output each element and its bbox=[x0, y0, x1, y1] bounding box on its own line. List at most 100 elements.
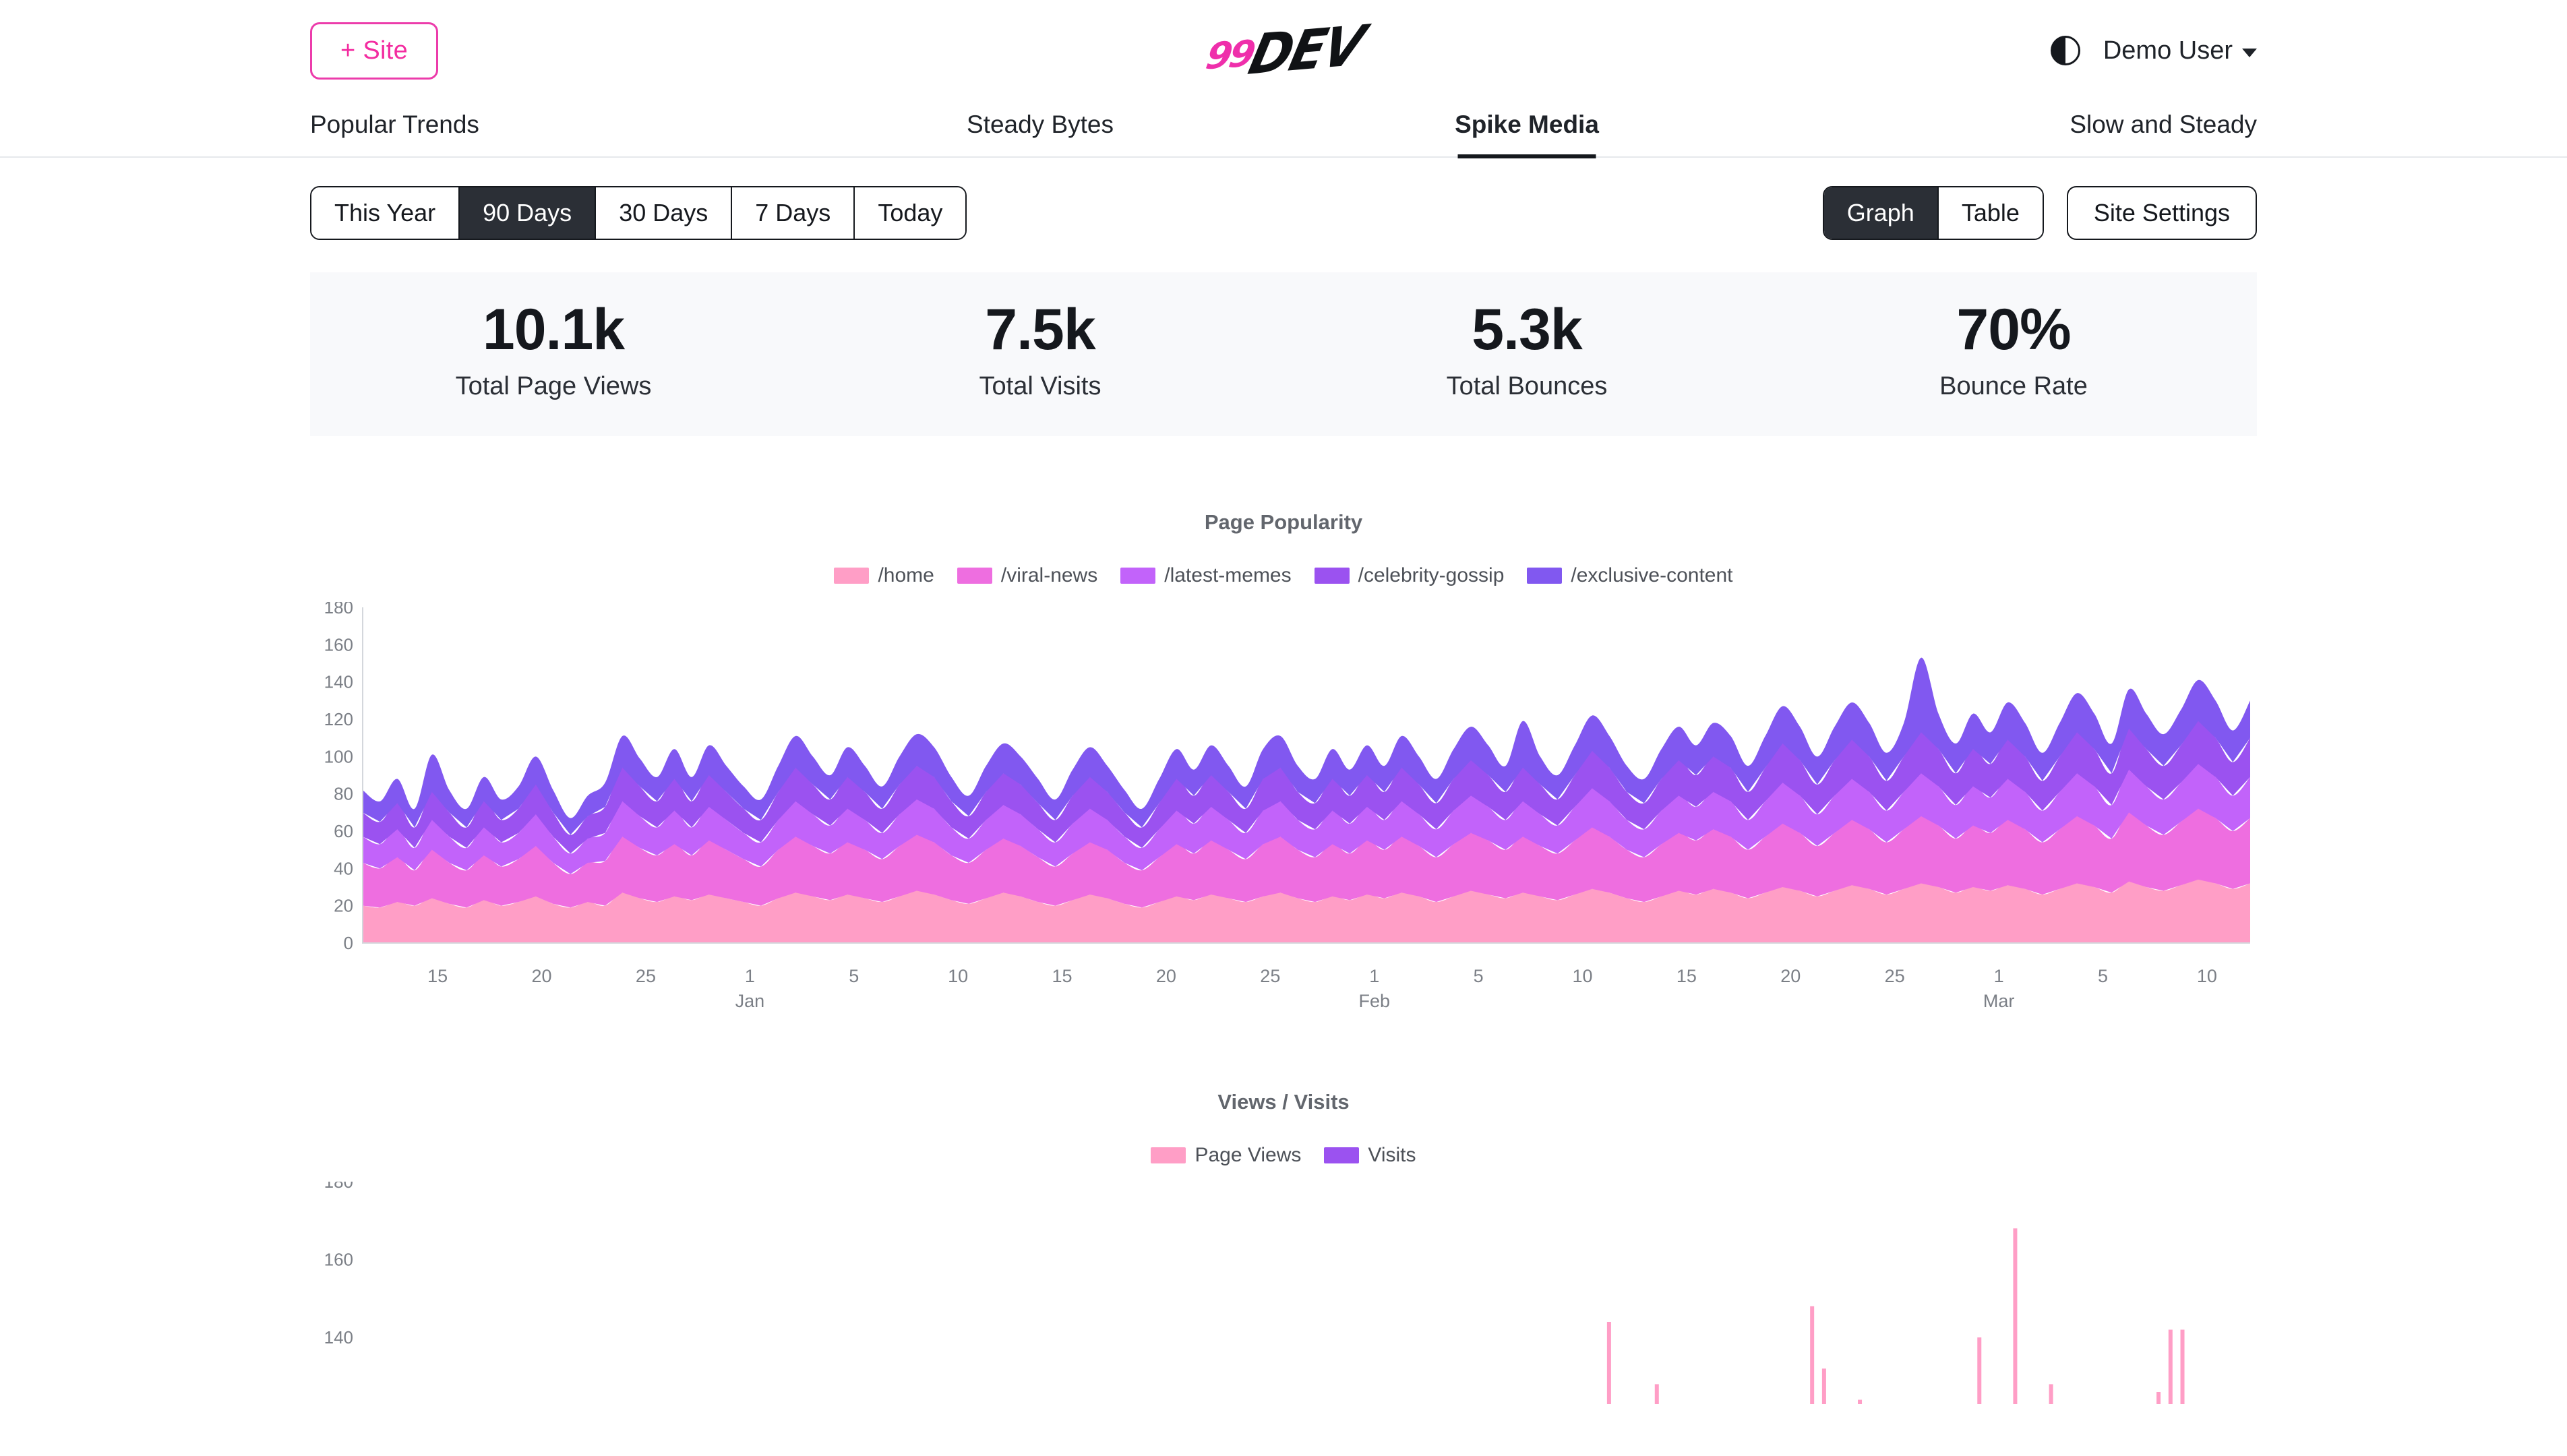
page-popularity-legend: /home/viral-news/latest-memes/celebrity-… bbox=[310, 564, 2257, 587]
tab-spike-media[interactable]: Spike Media bbox=[1284, 101, 1770, 156]
stat-total-page-views: 10.1k Total Page Views bbox=[310, 299, 797, 401]
legend-label: /exclusive-content bbox=[1571, 564, 1733, 587]
range-this-year[interactable]: This Year bbox=[311, 187, 460, 239]
page-title: Page Popularity bbox=[1204, 510, 1363, 535]
legend-item[interactable]: /viral-news bbox=[957, 564, 1097, 587]
bar-page-views bbox=[2168, 1329, 2173, 1405]
legend-label: Visits bbox=[1368, 1144, 1416, 1167]
app-logo[interactable]: 99 DEV bbox=[1203, 13, 1369, 88]
bar-page-views bbox=[1810, 1306, 1815, 1405]
controls-row: This Year 90 Days 30 Days 7 Days Today G… bbox=[0, 158, 2567, 240]
legend-color-swatch bbox=[1324, 1147, 1360, 1164]
axis-line bbox=[362, 607, 2250, 944]
controls-right: Graph Table Site Settings bbox=[1822, 186, 2257, 240]
half-circle-contrast-icon[interactable] bbox=[2050, 36, 2080, 65]
legend-item[interactable]: /home bbox=[834, 564, 934, 587]
site-tabs: Popular Trends Steady Bytes Spike Media … bbox=[0, 101, 2567, 158]
stat-label: Total Bounces bbox=[1446, 372, 1608, 401]
y-axis-tick-label: 20 bbox=[334, 896, 353, 916]
legend-item[interactable]: /celebrity-gossip bbox=[1314, 564, 1505, 587]
legend-label: /viral-news bbox=[1000, 564, 1098, 587]
legend-label: /celebrity-gossip bbox=[1358, 564, 1505, 587]
legend-label: /home bbox=[878, 564, 934, 587]
x-axis-tick-label: 1 Feb bbox=[1358, 966, 1390, 1012]
stat-value: 7.5k bbox=[985, 297, 1095, 362]
legend-color-swatch bbox=[1151, 1147, 1186, 1164]
y-axis-tick-label: 140 bbox=[324, 1327, 353, 1347]
site-settings-button[interactable]: Site Settings bbox=[2066, 186, 2257, 240]
date-range-selector: This Year 90 Days 30 Days 7 Days Today bbox=[310, 186, 967, 240]
x-axis-tick-label: 20 bbox=[1780, 966, 1801, 987]
legend-color-swatch bbox=[957, 568, 992, 584]
view-mode-selector: Graph Table bbox=[1822, 186, 2044, 240]
x-axis-tick-label: 20 bbox=[1155, 966, 1176, 987]
x-axis-tick-label: 5 bbox=[2097, 966, 2108, 987]
chevron-down-icon bbox=[2242, 48, 2257, 57]
range-today[interactable]: Today bbox=[855, 187, 966, 239]
area-series-exclusive-content bbox=[363, 657, 2250, 835]
x-axis-month-label: Jan bbox=[735, 991, 765, 1012]
bar-page-views bbox=[2156, 1392, 2161, 1405]
y-axis-tick-label: 180 bbox=[324, 1182, 353, 1192]
tab-steady-bytes[interactable]: Steady Bytes bbox=[966, 111, 1114, 138]
x-axis-tick-label: 10 bbox=[2196, 966, 2217, 987]
views-visits-legend: Page Views Visits bbox=[310, 1144, 2257, 1167]
y-axis-tick-label: 120 bbox=[324, 709, 353, 729]
tab-slow-and-steady[interactable]: Slow and Steady bbox=[2070, 111, 2257, 138]
x-axis-month-label: Mar bbox=[1983, 991, 2015, 1012]
x-axis-tick-label: 10 bbox=[1572, 966, 1593, 987]
area-series-latest-memes bbox=[363, 764, 2250, 874]
bar-chart-svg: 140 160 180 bbox=[324, 1182, 2185, 1405]
legend-item[interactable]: /latest-memes bbox=[1120, 564, 1292, 587]
stat-label: Total Page Views bbox=[455, 372, 652, 401]
tab-popular-trends[interactable]: Popular Trends bbox=[310, 111, 479, 138]
top-bar: + Site 99 DEV Demo User bbox=[0, 0, 2567, 101]
view-graph[interactable]: Graph bbox=[1823, 187, 1939, 239]
y-axis-tick-label: 140 bbox=[324, 672, 353, 692]
stat-total-visits: 7.5k Total Visits bbox=[797, 299, 1284, 401]
bar-page-views bbox=[2049, 1384, 2053, 1405]
legend-item[interactable]: Page Views bbox=[1151, 1144, 1301, 1167]
bar-page-views bbox=[1654, 1384, 1659, 1405]
add-site-button[interactable]: + Site bbox=[310, 22, 439, 80]
range-30-days[interactable]: 30 Days bbox=[596, 187, 733, 239]
x-axis-tick-label: 15 bbox=[427, 966, 448, 987]
stat-total-bounces: 5.3k Total Bounces bbox=[1284, 299, 1770, 401]
stat-label: Bounce Rate bbox=[1939, 372, 2088, 401]
legend-item[interactable]: Visits bbox=[1324, 1144, 1416, 1167]
view-table[interactable]: Table bbox=[1938, 187, 2043, 239]
area-chart-x-axis: 15 20 25 1 Jan 5 10 15 20 25 1 Feb 5 10 15 20 25 1 Mar 5 10 bbox=[363, 966, 2257, 1016]
area-series-home bbox=[363, 880, 2250, 944]
legend-label: /latest-memes bbox=[1164, 564, 1292, 587]
legend-color-swatch bbox=[1120, 568, 1156, 584]
views-visits-chart-block: Views / Visits Page Views Visits 140 160 18… bbox=[310, 1090, 2257, 1405]
x-axis-tick-label: 10 bbox=[948, 966, 969, 987]
legend-color-swatch bbox=[1314, 568, 1350, 584]
y-axis-tick-label: 160 bbox=[324, 635, 353, 655]
bar-page-views bbox=[2013, 1228, 2018, 1405]
y-axis-tick-label: 40 bbox=[334, 859, 353, 879]
y-axis-tick-label: 80 bbox=[334, 784, 353, 804]
bar-page-views bbox=[1606, 1322, 1611, 1405]
x-axis-tick-label: 20 bbox=[531, 966, 552, 987]
y-axis-tick-label: 100 bbox=[324, 747, 353, 767]
bar-page-views bbox=[1821, 1368, 1826, 1405]
legend-color-swatch bbox=[1527, 568, 1563, 584]
user-menu[interactable]: Demo User bbox=[2103, 36, 2257, 65]
stat-value: 5.3k bbox=[1472, 297, 1582, 362]
y-axis-tick-label: 180 bbox=[324, 602, 353, 617]
views-visits-plot: 140 160 180 bbox=[310, 1182, 2257, 1405]
page-popularity-plot: 0 20 40 60 80 100 120 140 160 180 bbox=[310, 602, 2257, 966]
x-axis-tick-label: 25 bbox=[635, 966, 656, 987]
range-7-days[interactable]: 7 Days bbox=[732, 187, 855, 239]
top-bar-right: Demo User bbox=[2050, 36, 2257, 65]
user-name-label: Demo User bbox=[2103, 36, 2233, 65]
stat-value: 70% bbox=[1956, 297, 2071, 362]
stat-bounce-rate: 70% Bounce Rate bbox=[1770, 299, 2257, 401]
x-axis-tick-label: 25 bbox=[1260, 966, 1281, 987]
range-90-days[interactable]: 90 Days bbox=[460, 187, 597, 239]
bar-page-views bbox=[2180, 1329, 2185, 1405]
logo-main-text: DEV bbox=[1243, 13, 1370, 88]
x-axis-tick-label: 5 bbox=[1473, 966, 1484, 987]
legend-item[interactable]: /exclusive-content bbox=[1527, 564, 1733, 587]
